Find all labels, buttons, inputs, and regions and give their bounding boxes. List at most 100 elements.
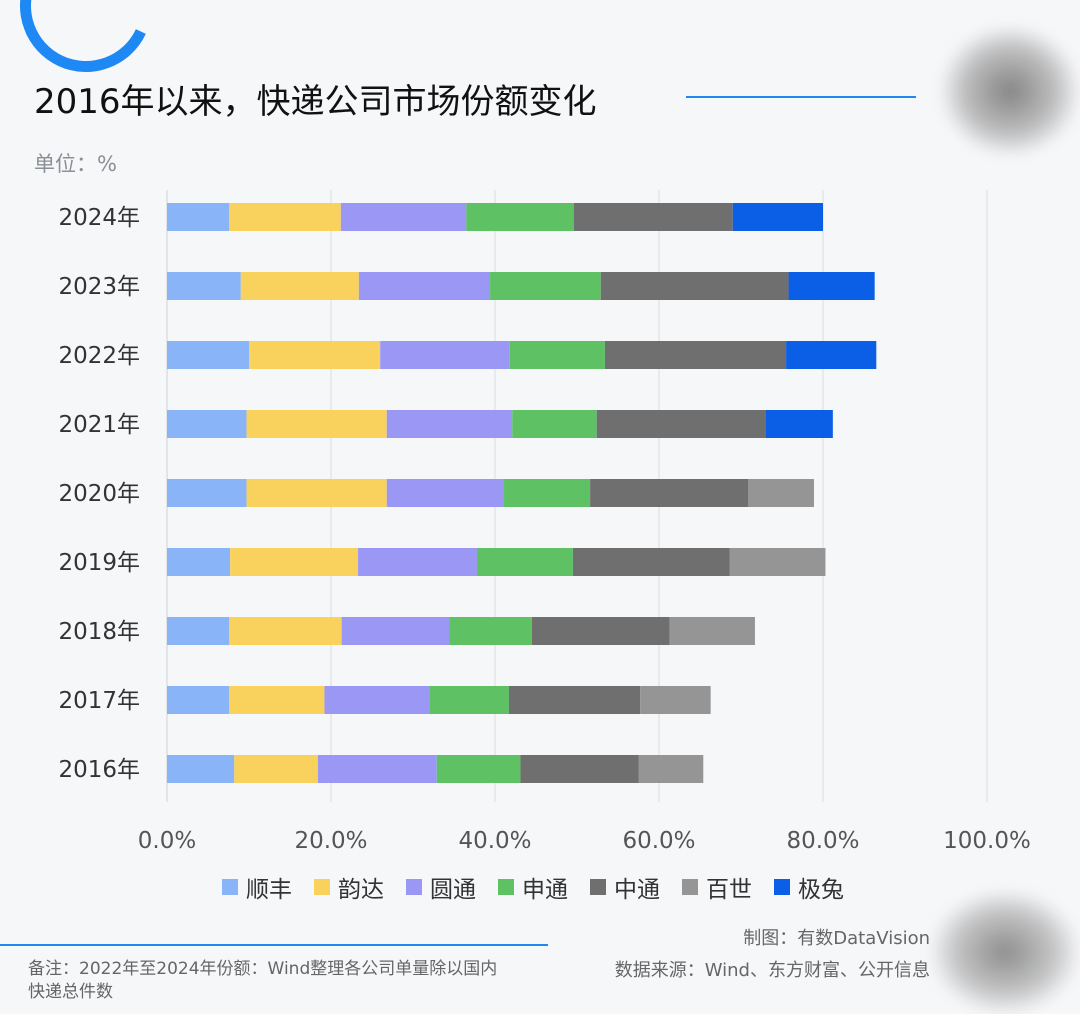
bar-segment bbox=[317, 755, 437, 783]
bar-segment bbox=[240, 272, 359, 300]
bar-segment bbox=[596, 410, 766, 438]
bar-segment bbox=[380, 341, 510, 369]
legend-label: 顺丰 bbox=[246, 877, 292, 903]
legend-label: 百世 bbox=[706, 877, 752, 903]
chart-legend: 顺丰 韵达 圆通 申通 中通 百世 极兔 bbox=[222, 870, 844, 904]
bar-segment bbox=[508, 686, 641, 714]
bar-segment bbox=[573, 203, 733, 231]
legend-label: 中通 bbox=[614, 877, 660, 903]
legend-swatch bbox=[682, 879, 698, 895]
bar-segment bbox=[340, 203, 467, 231]
legend-item: 极兔 bbox=[774, 870, 844, 904]
bar-segment bbox=[167, 479, 247, 507]
bar-segment bbox=[729, 548, 826, 576]
bar-segment bbox=[590, 479, 749, 507]
y-category-label: 2017年 bbox=[58, 688, 140, 714]
bar-segment bbox=[246, 479, 387, 507]
blurred-watermark-bottom bbox=[930, 890, 1080, 1014]
bar-segment bbox=[466, 203, 574, 231]
bar-segment bbox=[572, 548, 730, 576]
legend-swatch bbox=[590, 879, 606, 895]
bar-segment bbox=[167, 272, 241, 300]
bar-segment bbox=[638, 755, 704, 783]
bar-segment bbox=[341, 617, 450, 645]
legend-item: 圆通 bbox=[406, 870, 476, 904]
y-category-label: 2021年 bbox=[58, 412, 140, 438]
x-tick-label: 40.0% bbox=[458, 828, 531, 854]
unit-label: 单位：% bbox=[34, 152, 117, 176]
bar-segment bbox=[249, 341, 381, 369]
bar-segment bbox=[229, 686, 325, 714]
bar-segment bbox=[504, 479, 591, 507]
bar-segment bbox=[520, 755, 639, 783]
y-category-label: 2020年 bbox=[58, 481, 140, 507]
x-tick-label: 100.0% bbox=[943, 828, 1031, 854]
chart-title: 2016年以来，快递公司市场份额变化 bbox=[34, 82, 597, 122]
legend-swatch bbox=[314, 879, 330, 895]
footer-divider bbox=[0, 944, 548, 946]
bar-segment bbox=[229, 203, 341, 231]
legend-item: 中通 bbox=[590, 870, 660, 904]
bar-segment bbox=[531, 617, 670, 645]
bar-segment bbox=[167, 410, 247, 438]
footnote: 备注：2022年至2024年份额：Wind整理各公司单量除以国内快递总件数 bbox=[28, 959, 498, 1002]
x-tick-label: 80.0% bbox=[786, 828, 859, 854]
bar-segment bbox=[358, 272, 491, 300]
bar-segment bbox=[324, 686, 430, 714]
bar-segment bbox=[429, 686, 509, 714]
legend-label: 申通 bbox=[522, 877, 568, 903]
bar-segment bbox=[386, 410, 513, 438]
y-category-label: 2022年 bbox=[58, 343, 140, 369]
bar-segment bbox=[246, 410, 387, 438]
y-category-label: 2024年 bbox=[58, 205, 140, 231]
bar-segment bbox=[732, 203, 823, 231]
y-category-label: 2023年 bbox=[58, 274, 140, 300]
x-tick-label: 0.0% bbox=[138, 828, 196, 854]
bar-segment bbox=[600, 272, 789, 300]
bar-segment bbox=[358, 548, 477, 576]
bar-segment bbox=[386, 479, 505, 507]
bar-segment bbox=[786, 341, 877, 369]
legend-label: 极兔 bbox=[798, 877, 844, 903]
legend-swatch bbox=[406, 879, 422, 895]
stacked-bar-chart: 0.0% 20.0% 40.0% 60.0% 80.0% 100.0% 2024年 2023年… bbox=[58, 190, 1031, 854]
bar-segment bbox=[669, 617, 755, 645]
bar-segment bbox=[476, 548, 573, 576]
legend-label: 韵达 bbox=[338, 877, 384, 903]
bar-segment bbox=[788, 272, 875, 300]
y-category-label: 2016年 bbox=[58, 757, 140, 783]
bar-segment bbox=[436, 755, 521, 783]
bar-segment bbox=[449, 617, 532, 645]
legend-item: 韵达 bbox=[314, 870, 384, 904]
y-category-label: 2019年 bbox=[58, 550, 140, 576]
bar-segment bbox=[509, 341, 605, 369]
y-category-label: 2018年 bbox=[58, 619, 140, 645]
legend-item: 申通 bbox=[498, 870, 568, 904]
x-tick-label: 60.0% bbox=[622, 828, 695, 854]
bar-segment bbox=[748, 479, 814, 507]
blurred-watermark bbox=[940, 26, 1080, 156]
source-text: 数据来源：Wind、东方财富、公开信息 bbox=[614, 960, 930, 981]
x-tick-label: 20.0% bbox=[294, 828, 367, 854]
credit-text: 制图：有数DataVision bbox=[743, 928, 930, 949]
bar-segment bbox=[167, 686, 230, 714]
bar-segment bbox=[167, 617, 230, 645]
legend-label: 圆通 bbox=[430, 877, 476, 903]
title-underline bbox=[686, 96, 916, 98]
bar-segment bbox=[234, 755, 318, 783]
legend-item: 顺丰 bbox=[222, 870, 292, 904]
bar-segment bbox=[167, 203, 230, 231]
bar-segment bbox=[640, 686, 711, 714]
bar-segment bbox=[765, 410, 833, 438]
bar-segment bbox=[229, 617, 342, 645]
legend-swatch bbox=[774, 879, 790, 895]
legend-swatch bbox=[498, 879, 514, 895]
legend-item: 百世 bbox=[682, 870, 752, 904]
bar-segment bbox=[604, 341, 787, 369]
bar-segment bbox=[167, 341, 249, 369]
bar-segment bbox=[490, 272, 601, 300]
bar-segment bbox=[167, 548, 231, 576]
bar-segment bbox=[167, 755, 235, 783]
bar-segment bbox=[512, 410, 597, 438]
